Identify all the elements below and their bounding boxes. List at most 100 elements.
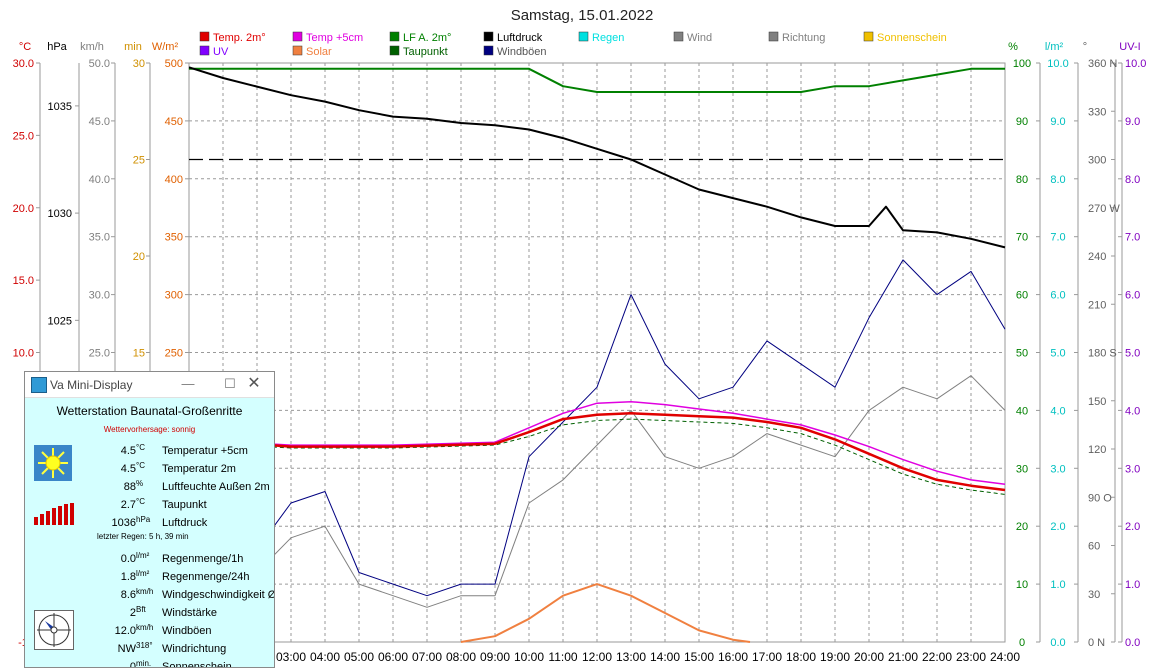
reading-unit: min. [136, 659, 152, 668]
station-name: Wetterstation Baunatal-Großenritte [56, 404, 243, 418]
y-tick-label: 210 [1088, 299, 1106, 311]
reading-unit: hPa [136, 515, 151, 524]
y-tick-label: 3.0 [1125, 463, 1140, 475]
y-tick-label: 30.0 [13, 58, 34, 70]
series-line-solar [460, 583, 751, 643]
x-tick-label: 11:00 [548, 650, 577, 664]
y-tick-label: 80 [1016, 174, 1028, 186]
y-axis-label: UV-I [1119, 41, 1140, 53]
y-tick-label: 20 [133, 251, 145, 263]
reading-label: Sonnenschein [162, 661, 232, 668]
y-tick-label: 8.0 [1125, 174, 1140, 186]
y-axis-label: °C [19, 41, 31, 53]
y-tick-label: 0.0 [1125, 637, 1140, 649]
y-tick-label: 450 [165, 116, 183, 128]
y-tick-label: 10.0 [13, 348, 34, 360]
y-tick-label: 20 [1016, 521, 1028, 533]
y-tick-label: 35.0 [89, 232, 110, 244]
window-titlebar[interactable]: Va Mini-Display — ☐ ✕ [25, 372, 274, 398]
x-tick-label: 04:00 [310, 650, 340, 664]
reading-label: Taupunkt [162, 499, 207, 511]
y-tick-label: 250 [165, 348, 183, 360]
reading-unit: °C [136, 461, 145, 470]
legend-swatch [673, 31, 684, 42]
y-tick-label: 100 [1013, 58, 1031, 70]
legend-label: LF A. 2m° [403, 32, 451, 44]
minimize-button[interactable]: — [181, 376, 195, 391]
mini-display-window[interactable]: Va Mini-Display — ☐ ✕ Wetterstation Baun… [24, 371, 275, 668]
y-tick-label: 1035 [48, 101, 72, 113]
legend-label: UV [213, 46, 229, 58]
series-line-wind [188, 375, 1006, 608]
wind-compass-icon [34, 610, 74, 650]
y-tick-label: 7.0 [1125, 232, 1140, 244]
x-tick-label: 03:00 [276, 650, 306, 664]
y-tick-label: 350 [165, 232, 183, 244]
y-tick-label: 25 [133, 155, 145, 167]
y-tick-label: 10.0 [1125, 58, 1146, 70]
y-tick-label: 270 W [1088, 203, 1120, 215]
reading-unit: 318° [136, 641, 153, 650]
series-line-taupunkt [188, 418, 1006, 495]
reading-row: NW 318° Windrichtung [25, 641, 274, 659]
x-tick-label: 10:00 [514, 650, 544, 664]
y-axis-label: % [1008, 41, 1018, 53]
legend-label: Richtung [782, 32, 825, 44]
legend-label: Regen [592, 32, 624, 44]
reading-value: 2.7 [120, 499, 136, 511]
y-axis-label: min [124, 41, 142, 53]
x-tick-label: 07:00 [412, 650, 442, 664]
y-tick-label: 400 [165, 174, 183, 186]
pressure-bars-icon [34, 503, 76, 530]
y-tick-label: 120 [1088, 444, 1106, 456]
maximize-button[interactable]: ☐ [224, 376, 236, 391]
reading-value: 4.5 [120, 463, 136, 475]
legend-label: Solar [306, 46, 332, 58]
reading-label: Windstärke [162, 607, 218, 619]
forecast-text: Wettervorhersage: sonnig [103, 425, 196, 434]
y-tick-label: 90 O [1088, 492, 1112, 504]
y-axis-label: W/m² [152, 41, 179, 53]
y-tick-label: 50.0 [89, 58, 110, 70]
y-tick-label: 9.0 [1125, 116, 1140, 128]
legend-label: Taupunkt [403, 46, 448, 58]
y-tick-label: 6.0 [1050, 290, 1065, 302]
reading-row: 8.6km/h Windgeschwindigkeit Ø10 m [25, 587, 274, 605]
reading-row: 4.5 °C Temperatur 2m [25, 461, 274, 479]
grid [188, 62, 1006, 643]
y-tick-label: 500 [165, 58, 183, 70]
y-tick-label: 5.0 [1050, 348, 1065, 360]
y-tick-label: 4.0 [1050, 405, 1065, 417]
x-tick-label: 18:00 [786, 650, 816, 664]
y-tick-label: 150 [1088, 396, 1106, 408]
reading-value: 88 [123, 481, 136, 493]
reading-row: 0 min. Sonnenschein [25, 659, 274, 668]
x-tick-label: 21:00 [888, 650, 918, 664]
reading-row: 2 Bft Windstärke [25, 605, 274, 623]
y-tick-label: 40 [1016, 405, 1028, 417]
last-rain-text: letzter Regen: 5 h, 39 min [97, 532, 189, 541]
x-tick-label: 05:00 [344, 650, 374, 664]
legend-swatch [578, 31, 589, 42]
y-tick-label: 5.0 [1125, 348, 1140, 360]
y-tick-label: 0 N [1088, 637, 1105, 649]
reading-label: Windböen [162, 625, 212, 637]
reading-label: Temperatur 2m [162, 463, 236, 475]
y-tick-label: 7.0 [1050, 232, 1065, 244]
reading-row: 12.0 km/h Windböen [25, 623, 274, 641]
legend-swatch [389, 31, 400, 42]
x-tick-label: 22:00 [922, 650, 952, 664]
close-button[interactable]: ✕ [247, 375, 261, 392]
y-tick-label: 50 [1016, 348, 1028, 360]
y-axis-label: ° [1083, 41, 1087, 53]
x-tick-label: 16:00 [718, 650, 748, 664]
reading-unit: Bft [136, 605, 146, 614]
x-tick-label: 09:00 [480, 650, 510, 664]
reading-row: 4.5 °C Temperatur +5cm [25, 443, 274, 461]
legend-label: Temp. 2m° [213, 32, 266, 44]
reading-unit: °C [136, 497, 145, 506]
y-tick-label: 180 S [1088, 348, 1117, 360]
y-tick-label: 1.0 [1050, 579, 1065, 591]
y-tick-label: 9.0 [1050, 116, 1065, 128]
y-tick-label: 30.0 [89, 290, 110, 302]
